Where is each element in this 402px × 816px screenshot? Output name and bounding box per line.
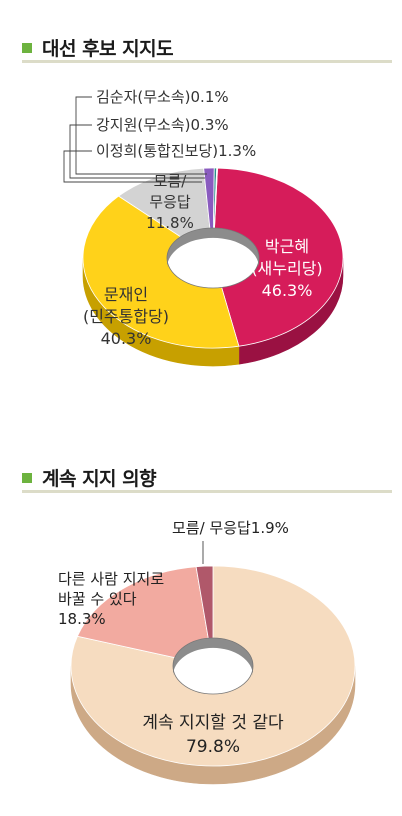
pie-slice: [76, 566, 214, 667]
leader-line: [63, 150, 202, 183]
pie-slice: [82, 195, 240, 349]
slice-label: 문재인 (민주통합당) 40.3%: [83, 285, 169, 348]
slice-label: 김순자(무소속)0.1%: [96, 88, 229, 106]
bullet-square-icon: [22, 42, 32, 53]
slice-label: 강지원(무소속)0.3%: [96, 116, 229, 134]
slice-label: 다른 사람 지지로 바꿀 수 있다 18.3%: [58, 570, 164, 628]
chart-title: 대선 후보 지지도: [42, 38, 174, 60]
header-rule: [22, 490, 392, 493]
chart-title: 계속 지지 의향: [42, 468, 157, 490]
slice-label: 모름/ 무응답1.9%: [172, 519, 289, 537]
slice-label: 이정희(통합진보당)1.3%: [96, 142, 256, 160]
support-rate-panel: 대선 후보 지지도 박근혜 (새누리당) 46.3% 문재인 (민주통합당) 40.3% 모…: [22, 34, 392, 367]
bullet-square-icon: [22, 472, 32, 483]
continued-support-donut-chart: 계속 지지할 것 같다 79.8% 다른 사람 지지로 바꿀 수 있다 18.3% 모름/…: [58, 519, 356, 785]
pie-slice: [212, 167, 344, 347]
header-rule: [22, 60, 392, 63]
section-header: 대선 후보 지지도: [22, 34, 174, 61]
leader-line: [69, 124, 205, 179]
support-rate-donut-chart: 박근혜 (새누리당) 46.3% 문재인 (민주통합당) 40.3% 모름/무응답 11.8%…: [63, 88, 344, 367]
donut-hole-wall: [167, 228, 259, 268]
donut-hole-wall: [173, 638, 253, 676]
slice-label: 계속 지지할 것 같다 79.8%: [142, 713, 284, 757]
donut-hole: [173, 638, 253, 694]
slice-label: 박근혜 (새누리당) 46.3%: [251, 237, 322, 300]
continued-support-panel: 계속 지지 의향 계속 지지할 것 같다 79.8% 다른 사람 지지로 바꿀 수 있…: [0, 448, 402, 816]
leader-line: [75, 96, 207, 175]
slice-label: 모름/무응답 11.8%: [146, 172, 194, 232]
donut-hole: [167, 228, 259, 288]
section-header: 계속 지지 의향: [22, 464, 157, 491]
